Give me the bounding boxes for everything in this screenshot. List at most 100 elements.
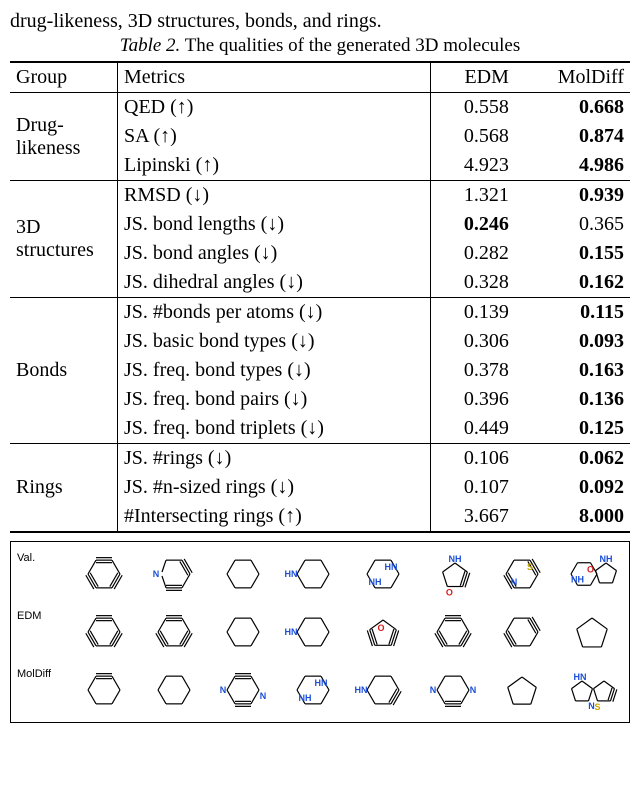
moldiff-cell: 0.668 <box>515 93 630 123</box>
svg-text:HN: HN <box>384 562 397 572</box>
molecule-icon <box>492 664 552 716</box>
molecule-grid: Val.NHNNHHNNHONSNHONHEDMHNOMolDiffNNNHHN… <box>10 541 630 723</box>
svg-text:NH: NH <box>448 554 461 564</box>
caption-rest: The qualities of the generated 3D molecu… <box>180 35 520 56</box>
molgrid-row-label: MolDiff <box>15 662 51 680</box>
molecule-icon: HN <box>283 548 343 600</box>
edm-cell: 0.449 <box>430 414 514 444</box>
moldiff-cell: 8.000 <box>515 502 630 532</box>
edm-cell: 0.246 <box>430 210 514 239</box>
molecule-icon: NN <box>423 664 483 716</box>
svg-text:NH: NH <box>299 693 312 703</box>
moldiff-cell: 0.155 <box>515 239 630 268</box>
edm-cell: 4.923 <box>430 151 514 181</box>
metric-cell: RMSD (↓) <box>118 181 431 211</box>
molecule-icon: NHONH <box>562 548 622 600</box>
molecule-icon: O <box>353 606 413 658</box>
molecule-icon: HN <box>283 606 343 658</box>
molecule-icon <box>423 606 483 658</box>
svg-text:S: S <box>595 702 601 712</box>
th-edm: EDM <box>430 62 514 93</box>
molecule-icon: NN <box>213 664 273 716</box>
molgrid-row-label: Val. <box>15 546 35 564</box>
metric-cell: JS. #n-sized rings (↓) <box>118 473 431 502</box>
molecule-icon <box>144 606 204 658</box>
svg-text:HN: HN <box>315 678 328 688</box>
moldiff-cell: 0.163 <box>515 356 630 385</box>
svg-text:N: N <box>469 685 476 695</box>
metric-cell: JS. dihedral angles (↓) <box>118 268 431 298</box>
molecule-icon <box>74 664 134 716</box>
edm-cell: 0.306 <box>430 327 514 356</box>
edm-cell: 0.396 <box>430 385 514 414</box>
svg-text:HN: HN <box>574 672 587 682</box>
table-row: Rings JS. #rings (↓) 0.106 0.062 <box>10 444 630 474</box>
moldiff-cell: 0.125 <box>515 414 630 444</box>
molecule-icon <box>562 606 622 658</box>
moldiff-cell: 0.092 <box>515 473 630 502</box>
metric-cell: JS. bond angles (↓) <box>118 239 431 268</box>
svg-text:HN: HN <box>354 685 367 695</box>
table-row: 3Dstructures RMSD (↓) 1.321 0.939 <box>10 181 630 211</box>
svg-text:NH: NH <box>368 577 381 587</box>
caption-prefix: Table 2. <box>120 35 181 56</box>
metric-cell: JS. freq. bond triplets (↓) <box>118 414 431 444</box>
molecule-icon: N <box>144 548 204 600</box>
molecule-icon <box>213 548 273 600</box>
svg-text:O: O <box>445 588 452 598</box>
edm-cell: 0.378 <box>430 356 514 385</box>
edm-cell: 1.321 <box>430 181 514 211</box>
moldiff-cell: 0.874 <box>515 122 630 151</box>
metric-cell: JS. freq. bond pairs (↓) <box>118 385 431 414</box>
table-row: Bonds JS. #bonds per atoms (↓) 0.139 0.1… <box>10 298 630 328</box>
th-metrics: Metrics <box>118 62 431 93</box>
edm-cell: 3.667 <box>430 502 514 532</box>
moldiff-cell: 0.939 <box>515 181 630 211</box>
molecule-icon <box>492 606 552 658</box>
svg-text:NH: NH <box>571 574 584 584</box>
molgrid-row-label: EDM <box>15 604 41 622</box>
group-0: Drug-likeness <box>10 93 118 181</box>
results-table: Group Metrics EDM MolDiff Drug-likeness … <box>10 61 630 533</box>
svg-text:S: S <box>527 562 533 572</box>
svg-text:HN: HN <box>285 569 298 579</box>
svg-text:O: O <box>587 565 594 575</box>
metric-cell: QED (↑) <box>118 93 431 123</box>
group-1: 3Dstructures <box>10 181 118 298</box>
svg-text:HN: HN <box>285 627 298 637</box>
svg-text:O: O <box>377 623 384 633</box>
moldiff-cell: 4.986 <box>515 151 630 181</box>
molecule-icon: NS <box>492 548 552 600</box>
molecule-icon: HN <box>353 664 413 716</box>
table-row: Drug-likeness QED (↑) 0.558 0.668 <box>10 93 630 123</box>
table-header-row: Group Metrics EDM MolDiff <box>10 62 630 93</box>
moldiff-cell: 0.136 <box>515 385 630 414</box>
moldiff-cell: 0.162 <box>515 268 630 298</box>
table-caption: Table 2. The qualities of the generated … <box>10 35 630 57</box>
edm-cell: 0.568 <box>430 122 514 151</box>
molecule-icon <box>74 548 134 600</box>
metric-cell: JS. basic bond types (↓) <box>118 327 431 356</box>
metric-cell: JS. #rings (↓) <box>118 444 431 474</box>
molecule-icon: NH O <box>423 548 483 600</box>
group-3: Rings <box>10 444 118 533</box>
svg-text:N: N <box>220 685 227 695</box>
svg-text:N: N <box>429 685 436 695</box>
molecule-icon: NHHN <box>283 664 343 716</box>
metric-cell: JS. #bonds per atoms (↓) <box>118 298 431 328</box>
edm-cell: 0.328 <box>430 268 514 298</box>
metric-cell: JS. bond lengths (↓) <box>118 210 431 239</box>
edm-cell: 0.282 <box>430 239 514 268</box>
metric-cell: Lipinski (↑) <box>118 151 431 181</box>
molecule-icon: NHHN <box>353 548 413 600</box>
th-group: Group <box>10 62 118 93</box>
edm-cell: 0.139 <box>430 298 514 328</box>
molecule-icon <box>213 606 273 658</box>
group-2: Bonds <box>10 298 118 444</box>
edm-cell: 0.558 <box>430 93 514 123</box>
moldiff-cell: 0.115 <box>515 298 630 328</box>
th-moldiff: MolDiff <box>515 62 630 93</box>
svg-text:N: N <box>260 691 267 701</box>
edm-cell: 0.106 <box>430 444 514 474</box>
crop-text: drug-likeness, 3D structures, bonds, and… <box>10 10 630 33</box>
